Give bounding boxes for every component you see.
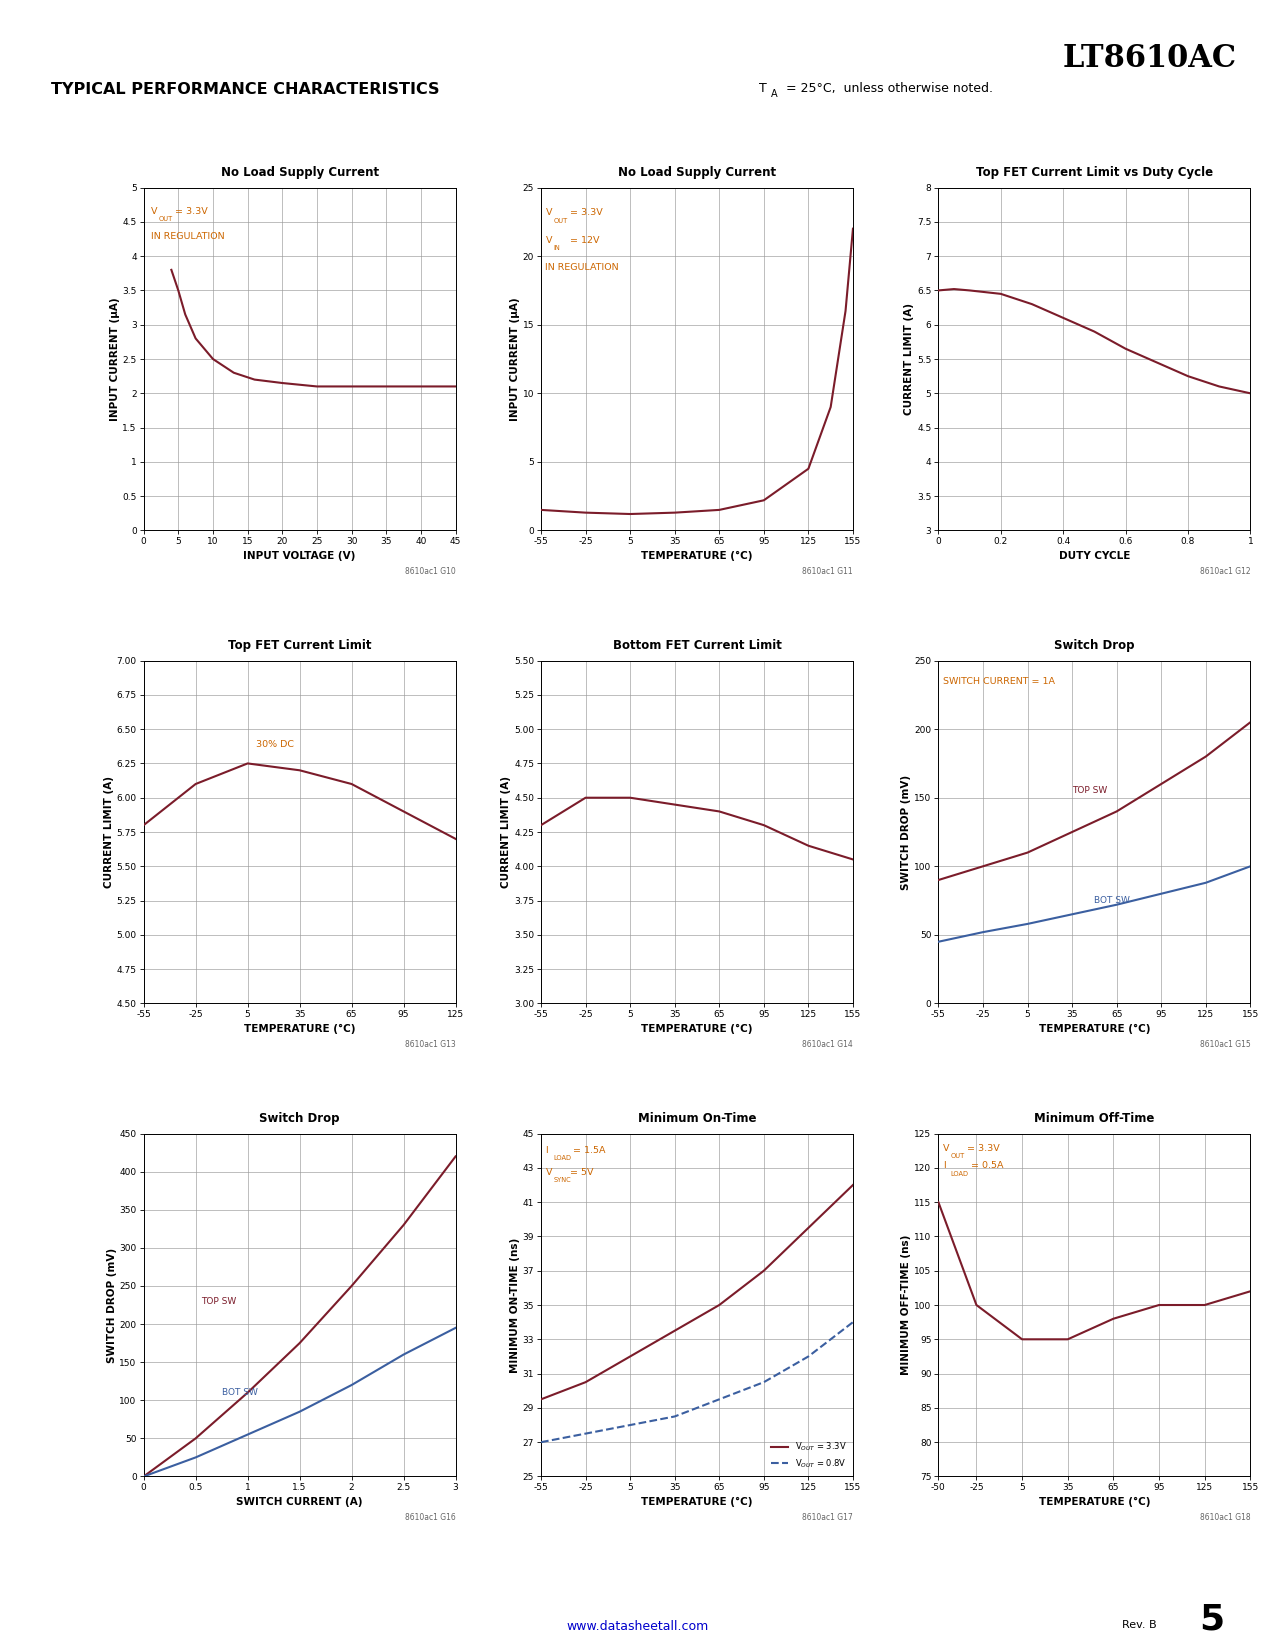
Text: IN REGULATION: IN REGULATION [150, 233, 224, 241]
Text: 8610ac1 G14: 8610ac1 G14 [802, 1040, 853, 1049]
Text: SWITCH CURRENT = 1A: SWITCH CURRENT = 1A [942, 676, 1054, 686]
Text: I: I [546, 1145, 548, 1155]
Text: TOP SW: TOP SW [201, 1297, 236, 1305]
Text: = 25°C,  unless otherwise noted.: = 25°C, unless otherwise noted. [782, 82, 992, 96]
X-axis label: INPUT VOLTAGE (V): INPUT VOLTAGE (V) [244, 551, 356, 561]
Text: BOT SW: BOT SW [222, 1388, 258, 1398]
Text: Minimum On-Time: Minimum On-Time [638, 1112, 756, 1125]
Text: = 3.3V: = 3.3V [566, 208, 602, 218]
X-axis label: TEMPERATURE (°C): TEMPERATURE (°C) [641, 1497, 752, 1506]
Text: I: I [944, 1162, 946, 1170]
Y-axis label: SWITCH DROP (mV): SWITCH DROP (mV) [901, 774, 912, 889]
Text: OUT: OUT [553, 218, 567, 224]
Text: LOAD: LOAD [553, 1155, 571, 1162]
Text: Bottom FET Current Limit: Bottom FET Current Limit [612, 639, 782, 652]
Text: = 3.3V: = 3.3V [172, 206, 208, 216]
Legend: V$_{OUT}$ = 3.3V, V$_{OUT}$ = 0.8V: V$_{OUT}$ = 3.3V, V$_{OUT}$ = 0.8V [769, 1439, 849, 1472]
Text: 8610ac1 G10: 8610ac1 G10 [405, 566, 455, 576]
Text: = 3.3V: = 3.3V [964, 1143, 1000, 1153]
Text: 8610ac1 G11: 8610ac1 G11 [802, 566, 853, 576]
Text: LT8610AC: LT8610AC [1062, 43, 1237, 74]
Text: No Load Supply Current: No Load Supply Current [221, 167, 379, 180]
Text: A: A [771, 89, 778, 99]
Text: 5: 5 [1198, 1602, 1224, 1637]
Y-axis label: CURRENT LIMIT (A): CURRENT LIMIT (A) [904, 304, 914, 416]
Text: OUT: OUT [951, 1153, 965, 1160]
Text: TYPICAL PERFORMANCE CHARACTERISTICS: TYPICAL PERFORMANCE CHARACTERISTICS [51, 82, 440, 97]
X-axis label: TEMPERATURE (°C): TEMPERATURE (°C) [244, 1023, 356, 1033]
X-axis label: TEMPERATURE (°C): TEMPERATURE (°C) [1039, 1497, 1150, 1506]
Text: TOP SW: TOP SW [1072, 787, 1107, 795]
Text: Switch Drop: Switch Drop [1054, 639, 1135, 652]
Text: 8610ac1 G16: 8610ac1 G16 [405, 1513, 455, 1521]
Text: IN REGULATION: IN REGULATION [546, 262, 620, 272]
Y-axis label: INPUT CURRENT (μA): INPUT CURRENT (μA) [510, 297, 520, 421]
Text: = 1.5A: = 1.5A [570, 1145, 606, 1155]
Text: BOT SW: BOT SW [1094, 896, 1130, 906]
Y-axis label: CURRENT LIMIT (A): CURRENT LIMIT (A) [501, 776, 511, 888]
Text: SYNC: SYNC [553, 1178, 571, 1183]
Text: No Load Supply Current: No Load Supply Current [618, 167, 776, 180]
Text: V: V [546, 208, 552, 218]
X-axis label: TEMPERATURE (°C): TEMPERATURE (°C) [641, 551, 752, 561]
Text: 8610ac1 G18: 8610ac1 G18 [1200, 1513, 1251, 1521]
Text: T: T [759, 82, 766, 96]
Text: 30% DC: 30% DC [256, 741, 295, 749]
Y-axis label: SWITCH DROP (mV): SWITCH DROP (mV) [107, 1247, 117, 1363]
Text: Top FET Current Limit vs Duty Cycle: Top FET Current Limit vs Duty Cycle [975, 167, 1213, 180]
Text: V: V [150, 206, 157, 216]
Text: LOAD: LOAD [951, 1170, 969, 1176]
Text: = 12V: = 12V [566, 236, 599, 244]
Text: 8610ac1 G13: 8610ac1 G13 [405, 1040, 455, 1049]
Text: 8610ac1 G17: 8610ac1 G17 [802, 1513, 853, 1521]
Text: Switch Drop: Switch Drop [259, 1112, 340, 1125]
Y-axis label: INPUT CURRENT (μA): INPUT CURRENT (μA) [110, 297, 120, 421]
Y-axis label: MINIMUM OFF-TIME (ns): MINIMUM OFF-TIME (ns) [901, 1234, 912, 1374]
X-axis label: TEMPERATURE (°C): TEMPERATURE (°C) [641, 1023, 752, 1033]
Text: = 5V: = 5V [566, 1168, 593, 1176]
X-axis label: DUTY CYCLE: DUTY CYCLE [1058, 551, 1130, 561]
X-axis label: TEMPERATURE (°C): TEMPERATURE (°C) [1039, 1023, 1150, 1033]
Text: = 0.5A: = 0.5A [968, 1162, 1003, 1170]
X-axis label: SWITCH CURRENT (A): SWITCH CURRENT (A) [236, 1497, 363, 1506]
Text: IN: IN [553, 246, 560, 251]
Text: 8610ac1 G15: 8610ac1 G15 [1200, 1040, 1251, 1049]
Text: Minimum Off-Time: Minimum Off-Time [1034, 1112, 1155, 1125]
Text: V: V [546, 236, 552, 244]
Text: OUT: OUT [158, 216, 172, 223]
Text: Rev. B: Rev. B [1122, 1620, 1156, 1630]
Y-axis label: MINIMUM ON-TIME (ns): MINIMUM ON-TIME (ns) [510, 1238, 520, 1373]
Text: V: V [944, 1143, 950, 1153]
Y-axis label: CURRENT LIMIT (A): CURRENT LIMIT (A) [103, 776, 113, 888]
Text: www.datasheetall.com: www.datasheetall.com [566, 1620, 709, 1634]
Text: 8610ac1 G12: 8610ac1 G12 [1200, 566, 1251, 576]
Text: Top FET Current Limit: Top FET Current Limit [228, 639, 371, 652]
Text: V: V [546, 1168, 552, 1176]
